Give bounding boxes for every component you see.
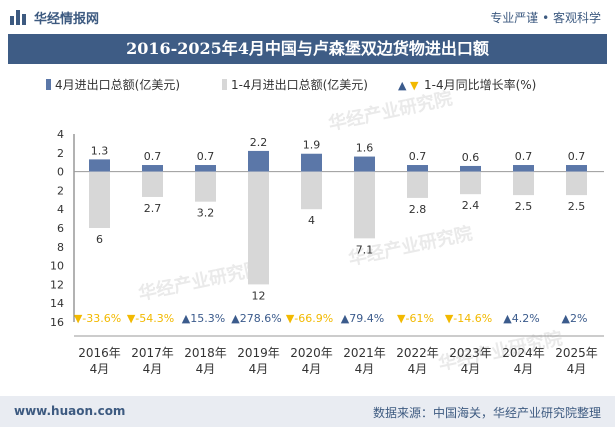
monthly-bar-label: 0.7 [144, 150, 162, 163]
ytd-bar-label: 12 [252, 289, 266, 302]
ytd-bar-label: 2.8 [409, 203, 427, 216]
legend-label-ytd: 1-4月进出口总额(亿美元) [231, 77, 368, 92]
monthly-bar [301, 153, 322, 172]
ytd-bar [566, 171, 587, 196]
footer-source: 数据来源：中国海关，华经产业研究院整理 [372, 406, 601, 420]
rate-label: ▲4.2% [503, 312, 539, 325]
monthly-bar [566, 165, 587, 172]
x-tick-label: 2025年 4月 [555, 346, 598, 376]
chart-title: 2016-2025年4月中国与卢森堡双边货物进出口额 [126, 39, 489, 58]
ytd-bar [195, 171, 216, 202]
x-tick-label: 2017年 4月 [131, 346, 174, 376]
monthly-bar [195, 165, 216, 172]
legend-label-rate: 1-4月同比增长率(%) [424, 77, 536, 92]
x-tick-label: 2019年 4月 [237, 346, 280, 376]
x-tick-label: 2023年 4月 [449, 346, 492, 376]
monthly-bar [407, 165, 428, 172]
chart: 华经产业研究院华经产业研究院华经产业研究院华经产业研究院4月进出口总额(亿美元)… [46, 77, 604, 376]
x-tick-label: 2021年 4月 [343, 346, 386, 376]
monthly-bar-label: 1.9 [303, 139, 321, 152]
ytd-bar [407, 171, 428, 198]
ytd-bar-label: 4 [308, 214, 315, 227]
ytd-bar-label: 7.1 [356, 243, 374, 256]
rate-label: ▼-61% [397, 312, 434, 325]
ytd-bar-label: 2.5 [515, 200, 533, 213]
monthly-bar-label: 2.2 [250, 136, 268, 149]
legend-marker-up: ▲ [398, 79, 407, 92]
y-tick-label: 4 [57, 128, 64, 141]
ytd-bar [460, 171, 481, 195]
ytd-bar-label: 2.7 [144, 202, 162, 215]
y-tick-label: 0 [57, 166, 64, 179]
rate-label: ▼-14.6% [445, 312, 492, 325]
monthly-bar-label: 0.7 [409, 150, 427, 163]
monthly-bar [460, 165, 481, 172]
x-tick-label: 2020年 4月 [290, 346, 333, 376]
ytd-bar-label: 3.2 [197, 207, 215, 220]
monthly-bar-label: 1.6 [356, 142, 374, 155]
brand-name: 华经情报网 [34, 11, 100, 27]
monthly-bar [89, 159, 110, 172]
monthly-bar-label: 1.3 [91, 144, 109, 157]
rate-label: ▲278.6% [231, 312, 281, 325]
rate-label: ▲15.3% [182, 312, 225, 325]
monthly-bar [142, 165, 163, 172]
x-tick-label: 2024年 4月 [502, 346, 545, 376]
y-tick-label: 2 [57, 184, 64, 197]
y-tick-label: 10 [50, 260, 64, 273]
y-tick-label: 6 [57, 222, 64, 235]
y-tick-label: 12 [50, 278, 64, 291]
ytd-bar [354, 171, 375, 239]
rate-label: ▼-33.6% [74, 312, 121, 325]
x-tick-label: 2018年 4月 [184, 346, 227, 376]
legend-label-monthly: 4月进出口总额(亿美元) [55, 77, 180, 92]
monthly-bar-label: 0.7 [197, 150, 215, 163]
ytd-bar [142, 171, 163, 197]
y-tick-label: 2 [57, 147, 64, 160]
ytd-bar-label: 2.4 [462, 199, 480, 212]
monthly-bar-label: 0.7 [568, 150, 586, 163]
top-bar: 华经情报网 专业严谨 • 客观科学 [0, 0, 615, 34]
monthly-bar [248, 150, 269, 172]
monthly-bar [354, 156, 375, 172]
ytd-bar [513, 171, 534, 196]
brand-logo: 华经情报网 [10, 6, 99, 28]
x-tick-label: 2022年 4月 [396, 346, 439, 376]
ytd-bar-label: 6 [96, 233, 103, 246]
monthly-bar-label: 0.7 [515, 150, 533, 163]
footer [0, 396, 615, 427]
rate-label: ▲2% [562, 312, 588, 325]
x-tick-label: 2016年 4月 [78, 346, 121, 376]
y-tick-label: 4 [57, 203, 64, 216]
rate-label: ▼-66.9% [286, 312, 333, 325]
monthly-bar [513, 165, 534, 172]
rate-label: ▲79.4% [341, 312, 384, 325]
legend-marker-down: ▼ [410, 79, 419, 92]
y-tick-label: 14 [50, 297, 64, 310]
ytd-bar [248, 171, 269, 285]
y-tick-label: 8 [57, 241, 64, 254]
y-tick-label: 16 [50, 316, 64, 329]
monthly-bar-label: 0.6 [462, 151, 480, 164]
ytd-bar-label: 2.5 [568, 200, 586, 213]
legend-swatch-monthly [46, 79, 51, 90]
ytd-bar [89, 171, 110, 228]
title-bar: 2016-2025年4月中国与卢森堡双边货物进出口额 [8, 34, 607, 64]
legend-swatch-ytd [222, 79, 227, 90]
slogan: 专业严谨 • 客观科学 [490, 11, 601, 25]
watermark-0: 华经产业研究院 [326, 87, 454, 135]
footer-website: www.huaon.com [14, 404, 126, 418]
rate-label: ▼-54.3% [127, 312, 174, 325]
watermark-1: 华经产业研究院 [136, 257, 264, 305]
bar-chart-icon [10, 9, 28, 25]
ytd-bar [301, 171, 322, 210]
